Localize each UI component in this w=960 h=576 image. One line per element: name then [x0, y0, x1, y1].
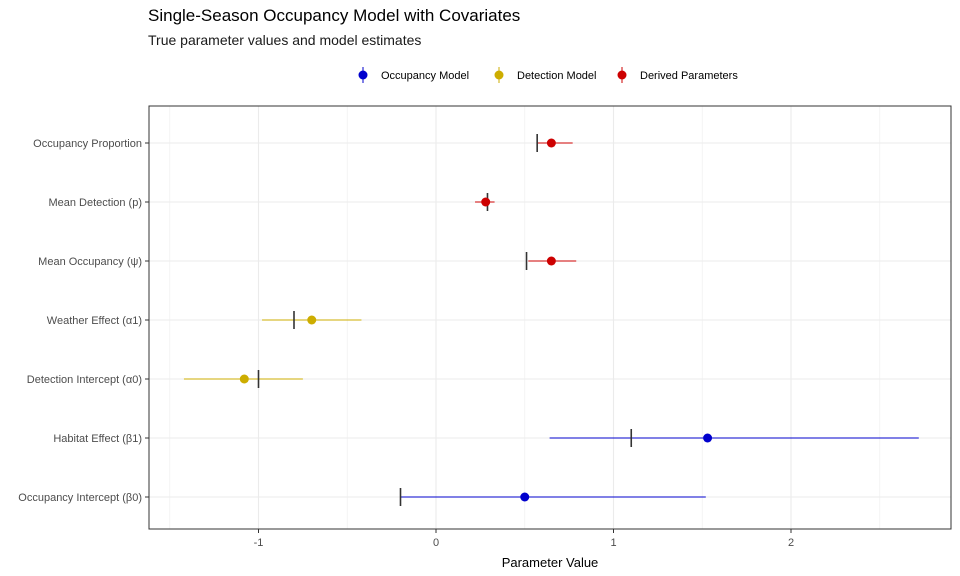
legend-label: Detection Model: [517, 70, 597, 82]
y-tick-label: Habitat Effect (β1): [53, 433, 142, 445]
legend-key-dot: [617, 70, 627, 80]
x-axis-title: Parameter Value: [502, 555, 599, 570]
y-tick-label: Weather Effect (α1): [47, 315, 142, 327]
estimate-point: [520, 492, 530, 502]
estimate-point: [546, 138, 556, 148]
chart-title: Single-Season Occupancy Model with Covar…: [148, 6, 521, 25]
estimate-point: [546, 256, 556, 266]
estimate-point: [481, 197, 491, 207]
x-tick-label: 1: [610, 537, 616, 549]
chart-subtitle: True parameter values and model estimate…: [148, 32, 422, 48]
legend-label: Occupancy Model: [381, 70, 469, 82]
y-tick-label: Detection Intercept (α0): [27, 374, 142, 386]
y-tick-label: Mean Detection (p): [48, 197, 142, 209]
estimate-point: [307, 315, 317, 325]
x-tick-label: 2: [788, 537, 794, 549]
legend-label: Derived Parameters: [640, 70, 738, 82]
x-tick-label: 0: [433, 537, 439, 549]
y-tick-label: Occupancy Intercept (β0): [18, 492, 142, 504]
plot-panel: [149, 106, 951, 529]
y-tick-label: Mean Occupancy (ψ): [38, 256, 142, 268]
estimate-point: [703, 433, 713, 443]
y-tick-label: Occupancy Proportion: [33, 138, 142, 150]
legend-key-dot: [358, 70, 368, 80]
estimate-point: [239, 374, 249, 384]
x-tick-label: -1: [254, 537, 264, 549]
legend-key-dot: [494, 70, 504, 80]
panel-border: [148, 105, 952, 530]
